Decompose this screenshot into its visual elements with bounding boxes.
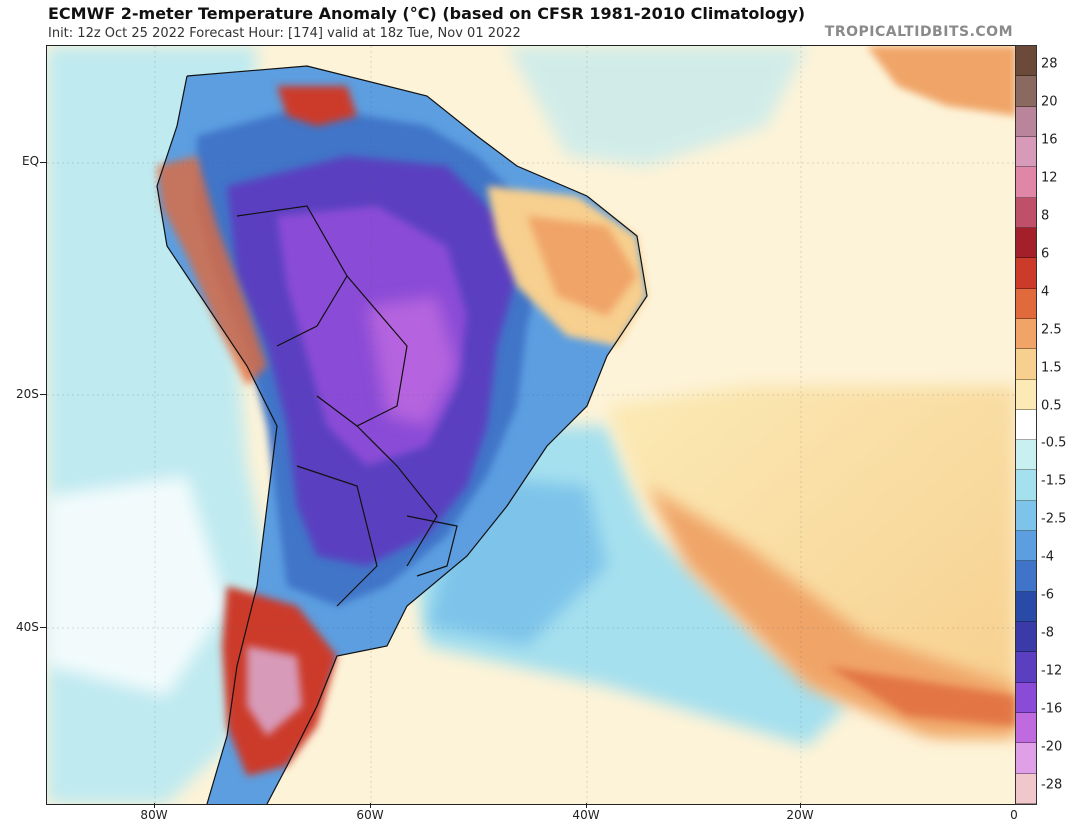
lon-label-80w: 80W <box>140 808 168 822</box>
temperature-anomaly-map <box>46 45 1017 805</box>
forecast-info: Init: 12z Oct 25 2022 Forecast Hour: [17… <box>48 26 521 41</box>
lon-label-0: 0 <box>1010 808 1018 822</box>
lon-tick <box>370 803 371 808</box>
colorbar-label: 28 <box>1041 56 1058 72</box>
colorbar-swatch <box>1016 197 1036 228</box>
colorbar-swatch <box>1016 591 1036 623</box>
colorbar-label: -0.5 <box>1041 435 1067 451</box>
colorbar-swatch <box>1016 440 1036 471</box>
colorbar-label: 0.5 <box>1041 398 1062 414</box>
colorbar-swatch <box>1016 652 1036 683</box>
colorbar-label: 20 <box>1041 94 1058 110</box>
colorbar-swatch <box>1016 46 1036 77</box>
colorbar-swatch <box>1016 258 1036 289</box>
colorbar-label: -28 <box>1041 777 1063 793</box>
colorbar-swatch <box>1016 106 1036 137</box>
colorbar-swatch <box>1016 136 1036 168</box>
lat-tick <box>40 162 46 163</box>
colorbar-swatch <box>1016 318 1036 350</box>
colorbar-swatch <box>1016 622 1036 653</box>
colorbar-swatch <box>1016 470 1036 501</box>
lon-tick <box>800 803 801 808</box>
lon-label-60w: 60W <box>356 808 384 822</box>
colorbar-swatch <box>1016 227 1036 259</box>
colorbar-swatch <box>1016 379 1036 410</box>
lon-label-20w: 20W <box>786 808 814 822</box>
lon-tick <box>154 803 155 808</box>
colorbar-label: -4 <box>1041 549 1054 565</box>
colorbar-swatch <box>1016 561 1036 592</box>
colorbar-label: -1.5 <box>1041 473 1067 489</box>
map-graphic <box>47 46 1016 804</box>
lon-tick <box>586 803 587 808</box>
lat-label-40s: 40S <box>16 620 39 634</box>
colorbar-label: 12 <box>1041 170 1058 186</box>
lon-label-40w: 40W <box>572 808 600 822</box>
colorbar-swatch <box>1016 531 1036 562</box>
colorbar-label: -16 <box>1041 701 1063 717</box>
colorbar-label: -6 <box>1041 587 1054 603</box>
lat-label-20s: 20S <box>16 387 39 401</box>
colorbar-label: 16 <box>1041 132 1058 148</box>
brand-watermark: TROPICALTIDBITS.COM <box>824 24 1013 40</box>
africa-warm-corner <box>867 46 1016 116</box>
graticule <box>47 46 1016 804</box>
chart-title: ECMWF 2-meter Temperature Anomaly (°C) (… <box>48 4 806 23</box>
colorbar-swatch <box>1016 288 1036 319</box>
colorbar-label: 2.5 <box>1041 322 1062 338</box>
anomaly-colorbar <box>1015 45 1037 805</box>
colorbar-label: -12 <box>1041 663 1063 679</box>
colorbar-label: -8 <box>1041 625 1054 641</box>
colorbar-label: -20 <box>1041 739 1063 755</box>
colorbar-swatch <box>1016 349 1036 380</box>
colorbar-label: 4 <box>1041 284 1050 300</box>
colorbar-swatch <box>1016 167 1036 198</box>
colorbar-swatch <box>1016 409 1036 441</box>
colorbar-label: 1.5 <box>1041 360 1062 376</box>
colorbar-label: -2.5 <box>1041 511 1067 527</box>
lat-label-eq: EQ <box>22 154 40 168</box>
colorbar-swatch <box>1016 743 1036 774</box>
colorbar-swatch <box>1016 76 1036 107</box>
colorbar-swatch <box>1016 773 1036 804</box>
colorbar-swatch <box>1016 713 1036 744</box>
colorbar-label: 8 <box>1041 208 1050 224</box>
colorbar-swatch <box>1016 500 1036 532</box>
colorbar-swatch <box>1016 682 1036 714</box>
lat-tick <box>40 627 46 628</box>
colorbar-label: 6 <box>1041 246 1050 262</box>
lat-tick <box>40 394 46 395</box>
